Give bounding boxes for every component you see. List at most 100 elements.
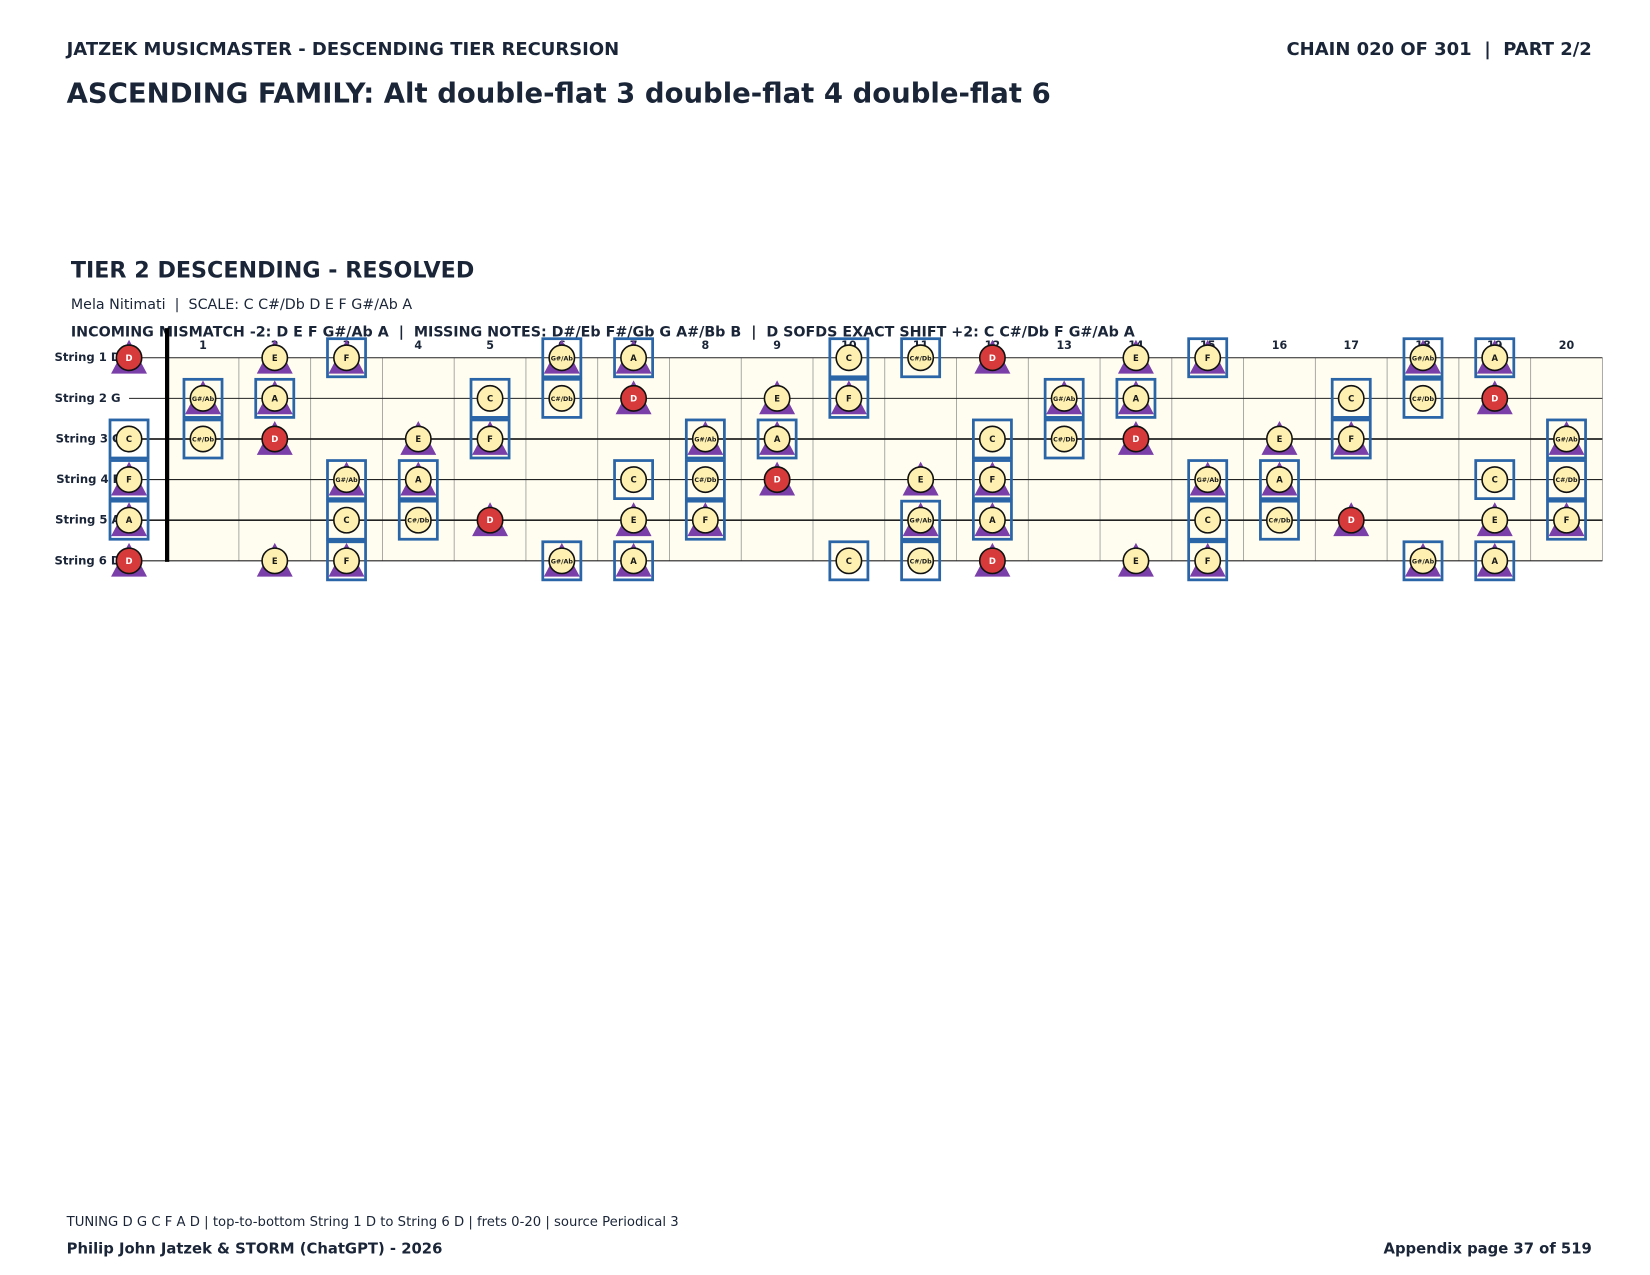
shift-box — [828, 377, 870, 419]
note-label: C — [126, 434, 132, 444]
shift-box — [1330, 418, 1372, 460]
shift-box — [613, 540, 654, 582]
mismatch-part: D#/Eb — [552, 324, 601, 340]
shift-box — [108, 499, 150, 541]
note-dot — [978, 466, 1006, 494]
note-dot — [261, 344, 289, 372]
note-label: C#/Db — [407, 518, 430, 525]
mismatch-part: E — [293, 324, 303, 340]
note-dot — [1194, 506, 1222, 534]
mismatch-part: D — [766, 324, 778, 340]
fret-number: 13 — [1056, 339, 1071, 352]
note-label: F — [1348, 434, 1354, 444]
note-dot — [1194, 547, 1222, 575]
shift-box — [541, 377, 583, 419]
note-label: A — [1133, 393, 1140, 403]
note-label: D — [487, 515, 494, 525]
note-dot — [1265, 506, 1293, 534]
note-label: C — [1348, 393, 1354, 403]
note-label: A — [774, 434, 781, 444]
note-label: A — [1491, 556, 1498, 566]
shift-box — [684, 459, 726, 501]
note-label: F — [702, 515, 708, 525]
shift-box — [1474, 459, 1516, 501]
mismatch-part: G#/Ab — [323, 324, 373, 340]
note-dot — [333, 547, 361, 575]
note-label: A — [630, 556, 637, 566]
note-dot — [1337, 425, 1365, 453]
mismatch-part: C — [984, 324, 994, 340]
note-dot — [1481, 506, 1509, 534]
note-dot — [691, 466, 719, 494]
mismatch-line: INCOMING MISMATCH -2: D E F G#/Ab A | MI… — [71, 324, 1135, 340]
note-label: F — [1205, 353, 1211, 363]
note-dot — [1409, 344, 1437, 372]
note-dot — [261, 547, 289, 575]
note-label: G#/Ab — [551, 355, 574, 362]
shift-box — [541, 337, 583, 379]
fret-number: 1 — [199, 339, 207, 352]
note-dot — [1122, 547, 1150, 575]
note-label: A — [271, 393, 278, 403]
note-label: C — [1205, 515, 1211, 525]
note-label: E — [415, 434, 421, 444]
note-dot — [1122, 344, 1150, 372]
note-label: C — [846, 353, 852, 363]
note-dot — [1265, 466, 1293, 494]
shift-box — [108, 418, 150, 460]
note-dot — [1553, 425, 1581, 453]
shift-box — [326, 499, 367, 541]
fret-number: 8 — [701, 339, 709, 352]
shift-box — [397, 459, 439, 501]
note-dot — [333, 344, 361, 372]
note-label: G#/Ab — [694, 436, 717, 443]
footer-author: Philip John Jatzek & STORM (ChatGPT) - 2… — [67, 1240, 443, 1257]
shift-box — [108, 459, 150, 501]
note-dot — [691, 425, 719, 453]
note-dot — [620, 384, 648, 412]
fret-number: 5 — [486, 339, 494, 352]
note-dot — [835, 384, 863, 412]
string-label: String 6 D — [54, 553, 120, 567]
note-dot — [333, 466, 361, 494]
note-dot — [548, 547, 576, 575]
shift-box — [1474, 337, 1516, 379]
note-label: E — [1133, 556, 1139, 566]
note-label: C#/Db — [1555, 477, 1578, 484]
shift-box — [684, 418, 726, 460]
note-dot — [1409, 547, 1437, 575]
note-dot — [763, 466, 791, 494]
shift-box — [469, 418, 511, 460]
note-label: G#/Ab — [1053, 396, 1076, 403]
note-dot — [261, 425, 289, 453]
note-dot — [978, 506, 1006, 534]
shift-box — [971, 418, 1013, 460]
note-label: E — [1277, 434, 1283, 444]
note-label: E — [1133, 353, 1139, 363]
note-dot — [333, 506, 361, 534]
note-label: E — [272, 556, 278, 566]
note-dot — [1050, 425, 1078, 453]
shift-box — [613, 337, 654, 379]
note-label: C#/Db — [910, 558, 933, 565]
note-label: D — [989, 353, 996, 363]
note-dot — [115, 547, 143, 575]
mismatch-part: | — [399, 324, 404, 340]
note-dot — [1050, 384, 1078, 412]
mismatch-part: F — [1054, 324, 1064, 340]
note-label: C#/Db — [192, 436, 215, 443]
note-label: C — [487, 393, 493, 403]
shift-box — [971, 459, 1013, 501]
note-dot — [1122, 384, 1150, 412]
note-dot — [404, 506, 432, 534]
note-dot — [1337, 506, 1365, 534]
note-label: D — [774, 475, 781, 485]
note-label: F — [344, 556, 350, 566]
shift-box — [1474, 540, 1516, 582]
note-dot — [1337, 384, 1365, 412]
mismatch-part: C#/Db — [999, 324, 1049, 340]
note-label: F — [487, 434, 493, 444]
shift-box — [900, 337, 942, 379]
